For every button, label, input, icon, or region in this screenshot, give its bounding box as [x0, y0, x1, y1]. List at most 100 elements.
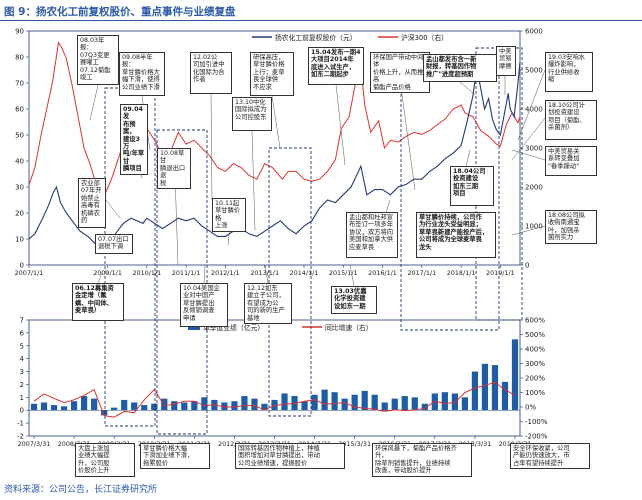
annotation-note-n12: 18.10公司计 划投资建设 项目（菊酯、 杀菌剂）	[545, 100, 597, 140]
earnings-chart-legend: 单季度业绩（亿元） 同比增速（右）	[188, 323, 373, 332]
annotation-note-n18: 草甘膦价持续，公司作 为行业龙头受益明显； 草草畏新建产能投产后， 公司将成为全…	[416, 212, 496, 258]
annotation-note-n2: 09.08半年报： 草甘膦价格大 幅下滑，使得 公司业绩下滑	[119, 52, 165, 96]
y-right-tick-label: 400%	[525, 346, 545, 354]
connector-line	[271, 95, 281, 149]
connector-line	[335, 84, 346, 166]
event-period-box	[268, 147, 312, 417]
y-left-tick-label: 3	[20, 368, 24, 376]
price-chart-legend: 扬农化工前复权股价（元） 沪深300（右）	[252, 33, 448, 42]
quarterly-earnings-bar	[171, 401, 178, 411]
quarterly-earnings-bar	[191, 401, 198, 411]
quarterly-earnings-bar	[471, 371, 479, 411]
y-left-tick-label: 6	[20, 329, 25, 337]
y-left-tick-label: 20	[15, 210, 24, 218]
connector-line	[97, 269, 104, 284]
source-note: 资料来源：公司公告，长江证券研究所	[4, 485, 158, 495]
annotation-note-n9: 中美 贸易 摩擦	[496, 46, 516, 76]
x-tick-label: 2013/1/1	[250, 269, 279, 277]
y-left-tick-label: 40	[15, 158, 24, 166]
price-chart: 0 10 20 30 40 50 60 70 80 90 0 1000 2000 3000 4000 5000…	[15, 28, 543, 278]
annotation-note-n25: 13.03优嘉 化学投资建 设如东一期	[331, 286, 377, 314]
quarterly-earnings-bar	[401, 396, 408, 411]
quarterly-earnings-bar	[121, 399, 128, 411]
annotation-note-n5: 研保高压， 草甘膦价格 上行；麦草 畏全球供 不应求	[250, 52, 294, 96]
quarterly-earnings-bar	[421, 403, 428, 411]
quarterly-earnings-bar	[181, 402, 188, 411]
x-tick-label: 2015/3/31	[338, 440, 371, 448]
x-tick-label: 2016/1/1	[368, 269, 397, 277]
x-tick-label: 2010/1/1	[132, 269, 161, 277]
quarterly-earnings-bar	[451, 393, 458, 411]
y-right-tick-label: -200%	[525, 433, 548, 441]
annotation-note-n3: 09.04发 布预案， 建设3万 吨/年草甘 膦项目	[120, 104, 148, 175]
x-tick-label: 2014/1/1	[290, 269, 319, 277]
quarterly-earnings-bar	[70, 401, 78, 411]
annotation-note-n30: 安全环保收紧，公司 产能仍快速放大，市 占率有望持续提升	[510, 443, 590, 470]
y-right-tick-label: 4000	[525, 106, 543, 114]
quarterly-earnings-bar	[161, 398, 168, 411]
quarterly-earnings-bar	[151, 403, 158, 411]
connector-line	[203, 264, 206, 284]
figure-title: 图 9：扬农化工前复权股价、重点事件与业绩复盘	[4, 6, 236, 18]
annotation-note-n4: 12.02公 司加引进中 化国际为合 作者	[190, 52, 232, 94]
y-left-tick-label: -2	[17, 433, 24, 441]
annotation-note-n29: 环保风暴下，菊酯产品价格齐升， 除草剂销售提升，业绩持续 改善，带动股价提升	[372, 443, 472, 477]
annotation-note-n13: 中美贸易关 系转变叠加 "春季躁动"	[545, 146, 597, 176]
quarterly-earnings-bar	[271, 399, 278, 411]
x-tick-label: 2009/1/1	[93, 269, 122, 277]
quarterly-earnings-bar	[221, 402, 228, 411]
quarterly-earnings-bar	[321, 389, 328, 411]
annotation-note-n10: 19.03安响水 爆炸影响， 行业供给收 缩	[545, 52, 593, 92]
quarterly-earnings-bar	[201, 397, 208, 411]
x-tick-label: 2015/1/1	[329, 269, 358, 277]
y-right-tick-label: 0%	[525, 404, 536, 412]
legend-label-earnings: 单季度业绩（亿元）	[203, 323, 264, 332]
annotation-note-n24: 12.12如东 建立子公司， 有望成为公 司的新的生产 基地	[244, 283, 292, 325]
annotation-note-n27: 草甘膦价格大幅 下滑加业绩下滑， 拖累股价	[140, 443, 210, 470]
y-right-tick-label: -100%	[525, 418, 548, 426]
legend-label-growth: 同比增速（右）	[325, 323, 373, 332]
x-tick-label: 2018/3/31	[459, 440, 492, 448]
annotation-note-n6: 15.04发布一期4 大项目2014年 底进入试生产， 如东二期起步	[308, 47, 364, 85]
x-tick-label: 2017/1/1	[407, 269, 436, 277]
annotation-note-n16: 10.11起 草甘膦价格 上涨	[212, 198, 246, 232]
connector-line	[264, 264, 269, 284]
x-tick-label: 2011/1/1	[172, 269, 201, 277]
quarterly-earnings-bar	[81, 396, 88, 411]
annotation-note-n15: 10.08草甘 膦退出口退 税	[157, 148, 191, 190]
quarterly-earnings-bar	[481, 363, 489, 411]
annotation-note-n8: 孟山都发布含一新 财报，转基因作物 推广"进度超预期	[423, 54, 497, 82]
quarterly-earnings-bar	[491, 365, 499, 411]
x-tick-label: 2019/1/1	[486, 269, 515, 277]
y-left-tick-label: -1	[17, 420, 24, 428]
quarterly-earnings-bar	[241, 396, 248, 411]
quarterly-earnings-bar	[30, 403, 38, 411]
title-divider	[0, 20, 642, 21]
quarterly-earnings-bar	[381, 402, 388, 411]
y-left-tick-label: 90	[15, 28, 24, 36]
x-tick-label: 2007/1/1	[15, 269, 44, 277]
earnings-chart-plot-area	[28, 319, 521, 437]
connector-line	[511, 117, 546, 161]
connector-line	[459, 81, 476, 96]
annotation-note-n17: 孟山都和杜邦宣 布签订一项多年 协议，双方将向 美国和加拿大供 应麦草畏	[346, 212, 398, 258]
quarterly-earnings-bar	[341, 398, 348, 411]
quarterly-earnings-bar	[101, 410, 108, 416]
y-right-tick-label: 100%	[525, 389, 545, 397]
quarterly-earnings-bar	[391, 398, 398, 411]
quarterly-earnings-bar	[281, 393, 288, 411]
y-left-tick-label: 0	[20, 407, 24, 415]
x-tick-label: 2012/3/31	[218, 440, 251, 448]
connector-line	[251, 130, 256, 231]
y-left-tick-label: 0	[20, 262, 24, 270]
connector-line	[511, 225, 546, 236]
x-tick-label: 2018/1/1	[447, 269, 476, 277]
y-right-tick-label: 1000	[525, 223, 543, 231]
quarterly-earnings-bar	[231, 401, 238, 411]
connector-line	[349, 264, 355, 287]
y-right-tick-label: 500%	[525, 331, 545, 339]
quarterly-earnings-bar	[60, 406, 68, 411]
annotation-note-n26: 大盘上涨加 业绩大幅提 升，公司股 价股价上升	[75, 443, 135, 477]
y-left-tick-label: 80	[15, 54, 24, 62]
connector-line	[399, 79, 416, 191]
